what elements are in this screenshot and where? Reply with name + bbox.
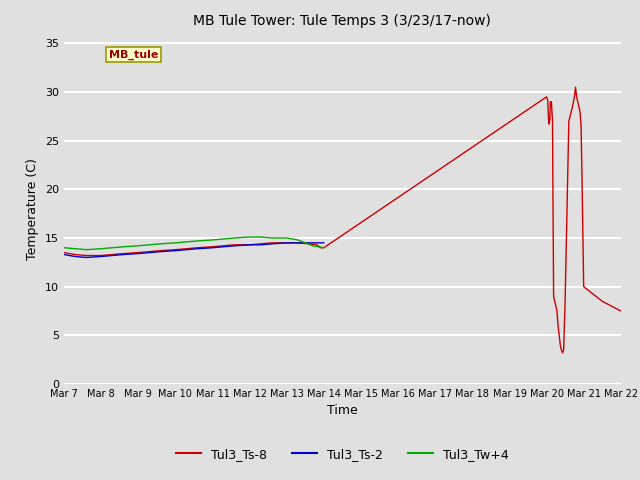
Y-axis label: Temperature (C): Temperature (C) — [26, 158, 40, 260]
X-axis label: Time: Time — [327, 405, 358, 418]
Text: MB_tule: MB_tule — [109, 49, 158, 60]
Title: MB Tule Tower: Tule Temps 3 (3/23/17-now): MB Tule Tower: Tule Temps 3 (3/23/17-now… — [193, 14, 492, 28]
Legend: Tul3_Ts-8, Tul3_Ts-2, Tul3_Tw+4: Tul3_Ts-8, Tul3_Ts-2, Tul3_Tw+4 — [171, 443, 514, 466]
